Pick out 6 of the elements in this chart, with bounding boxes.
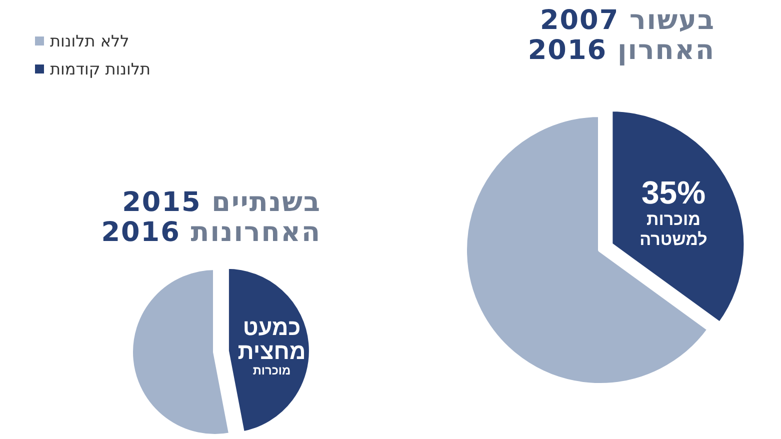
data-label: 35% <box>641 174 706 211</box>
data-label: כמעט מחצית <box>238 315 306 364</box>
text: מוכרות <box>252 363 291 378</box>
legend-label: תלונות קודמות <box>50 60 151 78</box>
legend-label: ללא תלונות <box>50 32 130 50</box>
text: מוכרות למשטרה <box>640 210 708 250</box>
